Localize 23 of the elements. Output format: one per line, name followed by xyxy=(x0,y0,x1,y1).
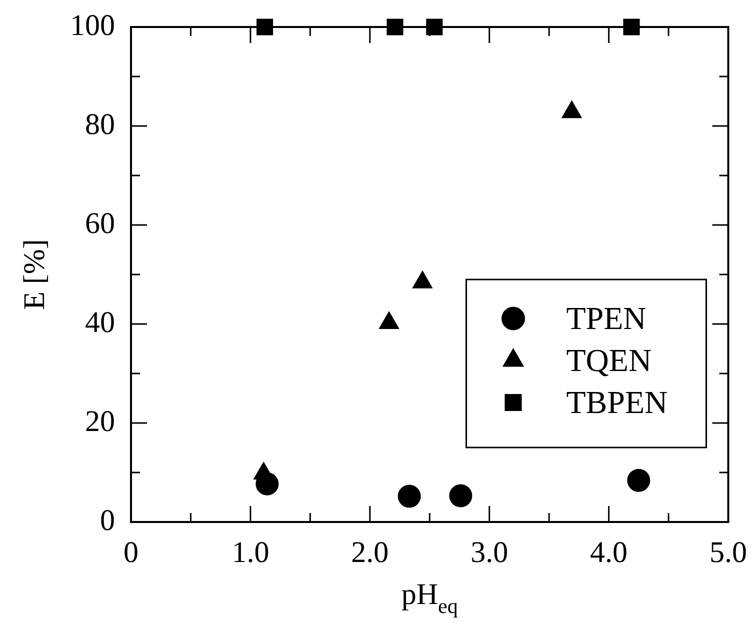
legend-label: TPEN xyxy=(566,300,646,336)
x-tick-label: 0 xyxy=(124,536,138,569)
point xyxy=(398,484,421,508)
x-tick-label: 4.0 xyxy=(590,536,628,569)
legend-label: TQEN xyxy=(566,342,652,378)
y-tick-label: 0 xyxy=(100,504,115,537)
x-tick-label: 3.0 xyxy=(470,536,508,569)
y-tick-label: 20 xyxy=(85,404,115,438)
y-tick-label: 100 xyxy=(70,8,115,42)
y-tick-label: 60 xyxy=(85,206,115,240)
point xyxy=(449,484,472,508)
x-tick-label: 1.0 xyxy=(232,536,270,569)
x-tick-label: 5.0 xyxy=(710,536,747,569)
y-tick-label: 40 xyxy=(85,306,115,339)
point xyxy=(627,468,650,492)
point xyxy=(386,18,404,36)
y-axis-title: E [%] xyxy=(18,239,51,310)
y-tick-label: 80 xyxy=(85,108,115,141)
point xyxy=(256,472,279,496)
legend-label: TBPEN xyxy=(566,384,668,420)
x-tick-label: 2.0 xyxy=(351,536,389,569)
point xyxy=(256,18,274,36)
point xyxy=(623,18,640,36)
